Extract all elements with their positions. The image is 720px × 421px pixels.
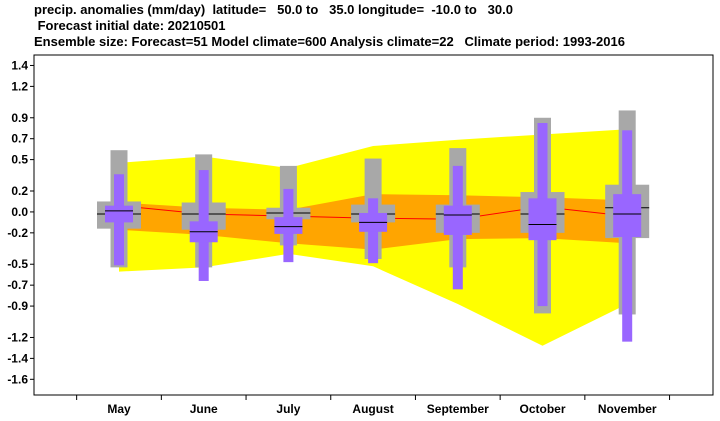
y-tick-label: 0.5 — [11, 153, 28, 167]
plot-frame — [33, 54, 714, 396]
y-tick-label: -1.4 — [7, 351, 28, 365]
y-tick-label: -1.2 — [7, 330, 28, 344]
x-tick-label: July — [276, 402, 300, 416]
chart-header-line-1: precip. anomalies (mm/day) latitude= 50.… — [34, 2, 513, 17]
chart-header-line-3: Ensemble size: Forecast=51 Model climate… — [34, 34, 625, 49]
forecast-box — [528, 198, 557, 241]
y-tick-label: -0.7 — [7, 278, 28, 292]
y-tick-label: -1.6 — [7, 372, 28, 386]
y-tick-label: -0.2 — [7, 226, 28, 240]
x-tick-label: November — [598, 402, 657, 416]
x-tick-label: June — [190, 402, 218, 416]
x-tick-label: September — [427, 402, 489, 416]
y-tick-label: -0.5 — [7, 257, 28, 271]
x-tick-label: August — [352, 402, 393, 416]
y-tick-label: 0.2 — [11, 184, 28, 198]
x-tick-label: May — [107, 402, 131, 416]
forecast-box — [274, 217, 303, 234]
y-tick-label: 0.0 — [11, 205, 28, 219]
y-tick-label: 1.4 — [11, 58, 28, 72]
chart-header-line-2: Forecast initial date: 20210501 — [34, 18, 226, 33]
y-tick-label: 1.2 — [11, 79, 28, 93]
y-tick-label: -0.9 — [7, 299, 28, 313]
y-tick-label: 0.7 — [11, 132, 28, 146]
forecast-box — [443, 205, 472, 235]
y-tick-label: 0.9 — [11, 111, 28, 125]
x-tick-label: October — [519, 402, 565, 416]
forecast-box — [105, 205, 133, 223]
forecast-box — [613, 194, 642, 238]
